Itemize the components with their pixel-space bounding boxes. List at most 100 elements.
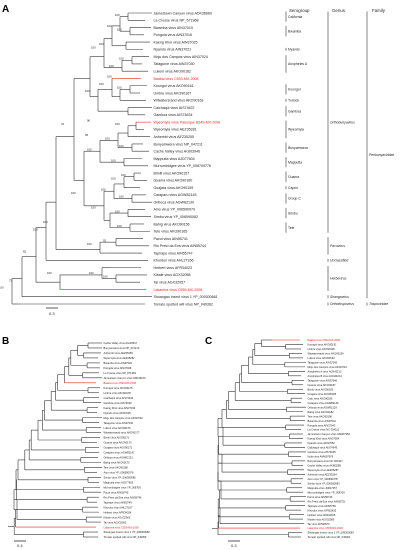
header-genus: Genus — [332, 8, 346, 13]
tip-label: Anopheles A virus ACN43212 — [308, 370, 342, 374]
tip-label: Aino virus YP_006590079 — [154, 208, 196, 212]
tip-label: Gamboa virus AIS74645 — [308, 450, 337, 454]
tip-label: Baakal virus C593-MX-2008 — [104, 381, 137, 385]
tip-label: Kaeng Khoi virus AIN37054 — [308, 437, 340, 441]
tip-label: Tomato spotted wilt virus NP_049362 — [308, 535, 351, 539]
tip-label: Simbu virus YP_006590083 — [308, 481, 341, 485]
tip-label: Koongol virus AKO90161 — [154, 84, 194, 88]
bootstrap-value: 100 — [119, 144, 124, 148]
tip-label: Kibale virus AGX32063 — [104, 515, 131, 519]
panel-label-b: B — [2, 336, 9, 347]
bootstrap-value: 100 — [117, 86, 122, 90]
serogroup-label: Gamboa — [288, 109, 301, 113]
tip-label: Rio Preto da Eva virus AIN55746 — [104, 495, 142, 499]
scale-label: 0.3 — [231, 543, 237, 548]
tip-label: Lukuni virus AKO90176 — [104, 426, 132, 430]
tip-label: Guama virus AKO90173 — [104, 441, 133, 445]
tip-label: Pongola virus AIN37043 — [308, 423, 336, 427]
bootstrap-value: 100 — [85, 89, 90, 93]
tip-label: Nyando virus AIN37052 — [308, 441, 336, 445]
bootstrap-value: 96 — [87, 118, 91, 122]
tip-label: Tataguine virus AIN37040 — [104, 421, 134, 425]
genus-label: Shangavirus — [330, 295, 349, 299]
tip-label: Wyeomyia virus AEZ35282 — [104, 356, 136, 360]
tip-label: Bimiti virus AKO90157 — [154, 171, 190, 175]
serogroup-label: Capim — [288, 186, 298, 190]
tip-label: Calchaqui virus AIS74642 — [104, 396, 134, 400]
tip-label: Aino virus YP_006590078 — [308, 477, 339, 481]
tip-label: Mapputta virus AJD77603 — [104, 480, 134, 484]
tip-label: Tomato spotted wilt virus NP_049362 — [154, 302, 213, 306]
bootstrap-value: 100 — [107, 24, 112, 28]
tip-label: La Crosse virus NC 004110 — [308, 428, 340, 432]
bootstrap-value: 100 — [101, 187, 106, 191]
tip-label: Guajara virus AKO90159 — [154, 186, 194, 190]
serogroup-label: Mapputta — [288, 160, 302, 164]
tip-label: Anhembi virus AEZ35264 — [308, 473, 338, 477]
bootstrap-value: 100 — [115, 122, 120, 126]
serogroup-label: Koongol — [288, 88, 301, 92]
bootstrap-value: 100 — [91, 46, 96, 50]
bootstrap-value: 100 — [107, 75, 112, 79]
tip-label: Anopheles B virus ACN43214 — [308, 374, 343, 378]
serogroup-label: Turlock — [288, 99, 299, 103]
tip-label: Baakal virus C593-MX-2008 — [308, 338, 341, 342]
tip-label: Caraparu virus AGW82145 — [154, 193, 197, 197]
tip-label: Tapirape virus AIN55747 — [154, 251, 193, 255]
tip-label: Tai virus AGX32062 — [104, 520, 127, 524]
tip-label: Pacui virus AIN55746 — [308, 495, 333, 499]
tip-label: Herbert virus AFR34025 — [308, 513, 336, 517]
header-family: Family — [372, 8, 386, 13]
tip-label: Pongola virus AIN37026 — [104, 366, 132, 370]
tip-label: Moju dos Campos virus AIN37024 — [154, 55, 208, 59]
tip-label: Nola virus AMW97976 — [308, 455, 334, 459]
tip-label: Anhembi virus AEZ35256 — [104, 351, 134, 355]
bootstrap-value: 100 — [119, 56, 124, 60]
tip-label: Umbre virus AKO90167 — [154, 91, 192, 95]
tip-label: Murrumbidgee virus YP_008709776 — [154, 164, 211, 168]
bootstrap-value: 100 — [115, 13, 120, 17]
tip-label: Bunyamwera virus NC 001927 — [308, 459, 344, 463]
tip-label: Lukuni virus AKO90162 — [154, 70, 192, 74]
family-label: Tospoviridae — [369, 302, 388, 306]
bootstrap-value: 100 — [0, 286, 4, 290]
tip-label: Kaeng Khoi virus AIN37025 — [154, 40, 198, 44]
bootstrap-value: 100 — [111, 177, 116, 181]
tip-label: Shuangao insect virus 1 YP_009300682 — [104, 530, 151, 534]
tip-label: Anhembi virus AEZ35255 — [154, 135, 195, 139]
tip-label: Murrumbidgee virus YP_008709 — [308, 490, 346, 494]
tip-label: Lakamha virus C559-MX-2008 — [104, 525, 140, 529]
tip-label: Tataguine virus AIN37046 — [308, 378, 338, 382]
genus-label: Herbevirus — [330, 277, 347, 281]
tip-label: Catu virus AKO90186 — [308, 396, 334, 400]
tip-label: Wyeomyia virus Palenque B549-MX-2008 — [154, 120, 221, 124]
tip-label: Guama virus AKO90187 — [308, 383, 337, 387]
bootstrap-value: 100 — [117, 224, 122, 228]
bootstrap-value: 72 — [9, 278, 13, 282]
tip-label: Shuangao insect virus 1 YP_009300681 — [154, 295, 218, 299]
tip-label: Mapputta virus AJD77604 — [154, 157, 195, 161]
tip-label: Aino virus YP_006590076 — [104, 471, 135, 475]
family-label: Peribunyaviridae — [369, 153, 394, 157]
tip-label: Rio Preto da Eva virus AIN55751 — [308, 499, 346, 503]
serogroup-label: Simbu — [288, 211, 298, 215]
serogroup-label: Bunyamwera — [288, 146, 308, 150]
tip-label: Lukuni virus AKO90194 — [308, 356, 336, 360]
panel-label-a: A — [2, 4, 9, 15]
genus-label: Unclassified — [330, 259, 348, 263]
tip-label: Tete virus AKO90198 — [308, 414, 333, 418]
tip-label: Caraparu virus AGW82147 — [104, 451, 136, 455]
bootstrap-value: 100 — [87, 242, 92, 246]
bootstrap-value: 100 — [111, 158, 116, 162]
tip-label: Herbert virus AFR34023 — [154, 266, 193, 270]
classification-brackets: California Bwamba Nyando Anopheles A Koongol… — [285, 11, 394, 306]
tip-label: Pacui virus AIN55741 — [154, 237, 188, 241]
serogroup-label: Anopheles A — [288, 62, 308, 66]
tree-a: Jamestown Canyon virus ADK36669 La Crosse… — [0, 11, 220, 316]
tip-label: Guama virus AKO90160 — [154, 179, 193, 183]
tip-label: Simbu virus YP_006590082 — [154, 215, 199, 219]
tip-label: Calchaqui virus AIS74637 — [154, 106, 195, 110]
bootstrap-value: 100 — [119, 195, 124, 199]
tip-label: Bahig virus AKO90182 — [308, 410, 335, 414]
